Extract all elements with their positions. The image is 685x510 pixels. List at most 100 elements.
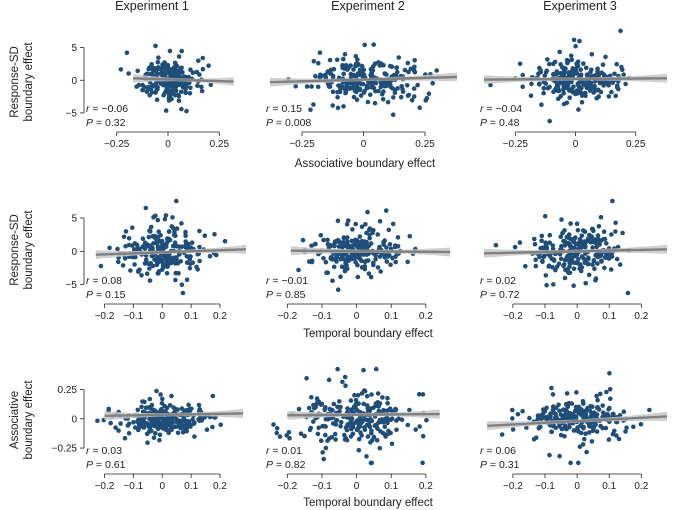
- data-point: [413, 427, 419, 432]
- data-point: [200, 66, 206, 72]
- data-point: [614, 433, 619, 438]
- data-point: [558, 256, 564, 262]
- x-tick-label: −0.1: [123, 481, 143, 492]
- data-point: [179, 282, 185, 288]
- data-point: [315, 84, 321, 90]
- stat-p-value: = 0.85: [273, 289, 306, 301]
- data-point: [583, 413, 589, 419]
- data-point: [592, 266, 597, 272]
- data-point: [588, 85, 594, 90]
- data-point: [593, 240, 598, 246]
- data-point: [116, 428, 121, 433]
- data-point: [613, 93, 618, 99]
- stat-r: r = −0.01: [266, 275, 308, 287]
- data-point: [194, 69, 200, 75]
- data-point: [218, 422, 223, 428]
- panel-r3-c3: −0.2 −0.1 0 0.1 0.2 r = 0.06 P = 0.31: [480, 371, 668, 492]
- row2-xlabel: Temporal boundary effect: [303, 328, 433, 340]
- data-point: [350, 227, 355, 232]
- data-point: [323, 432, 328, 438]
- data-point: [345, 254, 351, 259]
- data-point: [326, 84, 332, 89]
- data-point: [122, 435, 128, 441]
- data-point: [156, 259, 161, 265]
- data-point: [359, 265, 365, 270]
- data-point: [167, 403, 173, 408]
- data-point: [550, 243, 555, 248]
- data-point: [555, 82, 560, 87]
- data-point: [546, 264, 551, 269]
- data-point: [388, 262, 393, 268]
- data-point: [579, 233, 585, 238]
- data-point: [394, 65, 400, 70]
- data-point: [131, 420, 136, 425]
- data-point: [135, 407, 141, 413]
- data-point: [147, 266, 152, 271]
- stat-p-symbol: P: [266, 289, 273, 301]
- data-point: [570, 89, 576, 95]
- data-point: [420, 392, 426, 397]
- data-point: [361, 367, 366, 373]
- data-point: [148, 406, 154, 412]
- data-point: [304, 376, 309, 381]
- data-point: [562, 433, 567, 439]
- data-point: [175, 430, 181, 436]
- data-point: [561, 90, 566, 96]
- data-point: [149, 419, 154, 424]
- data-point: [132, 425, 138, 430]
- data-point: [572, 245, 577, 250]
- data-point: [593, 276, 599, 281]
- data-point: [191, 421, 197, 427]
- data-point: [341, 236, 347, 241]
- data-point: [323, 74, 329, 79]
- data-point: [581, 91, 586, 96]
- data-point: [368, 417, 374, 422]
- data-point: [596, 94, 601, 99]
- stat-p: P = 0.82: [266, 459, 306, 471]
- data-point: [184, 260, 190, 265]
- data-point: [195, 252, 200, 257]
- data-point: [604, 389, 609, 395]
- regression-line: [269, 75, 458, 84]
- data-point: [367, 226, 373, 231]
- data-point: [368, 66, 374, 72]
- data-point: [523, 263, 528, 269]
- data-point: [158, 392, 163, 397]
- data-point: [574, 221, 580, 226]
- data-point: [399, 84, 405, 89]
- data-point: [176, 98, 182, 104]
- data-point: [338, 274, 343, 280]
- data-point: [359, 224, 365, 230]
- stat-r-value: = −0.01: [270, 275, 309, 287]
- data-point: [166, 98, 172, 103]
- data-point: [561, 263, 566, 269]
- data-point: [163, 108, 169, 113]
- data-point: [163, 70, 168, 76]
- data-point: [149, 402, 155, 408]
- panel-r2-c1: −5 0 5 −0.2 −0.1 0 0.1 0.2 r = 0.08 P = 0.15: [66, 198, 247, 322]
- data-point: [173, 83, 178, 89]
- data-point: [184, 277, 190, 283]
- data-point: [378, 429, 383, 434]
- data-point: [371, 260, 376, 266]
- data-point: [139, 416, 144, 422]
- data-point: [147, 92, 152, 98]
- data-point: [163, 244, 169, 249]
- data-point: [389, 441, 395, 447]
- x-tick-label: 0: [573, 139, 579, 150]
- data-point: [126, 431, 132, 436]
- data-point: [140, 236, 146, 241]
- data-point: [344, 86, 349, 92]
- stat-r-symbol: r: [480, 445, 484, 457]
- data-point: [381, 239, 386, 245]
- data-point: [579, 100, 585, 105]
- data-point: [558, 412, 564, 417]
- data-point: [510, 416, 515, 421]
- data-point: [625, 290, 631, 296]
- data-point: [348, 398, 354, 403]
- data-point: [356, 447, 362, 453]
- data-point: [320, 450, 326, 455]
- data-point: [177, 418, 182, 424]
- data-point: [537, 254, 542, 260]
- data-point: [274, 426, 280, 431]
